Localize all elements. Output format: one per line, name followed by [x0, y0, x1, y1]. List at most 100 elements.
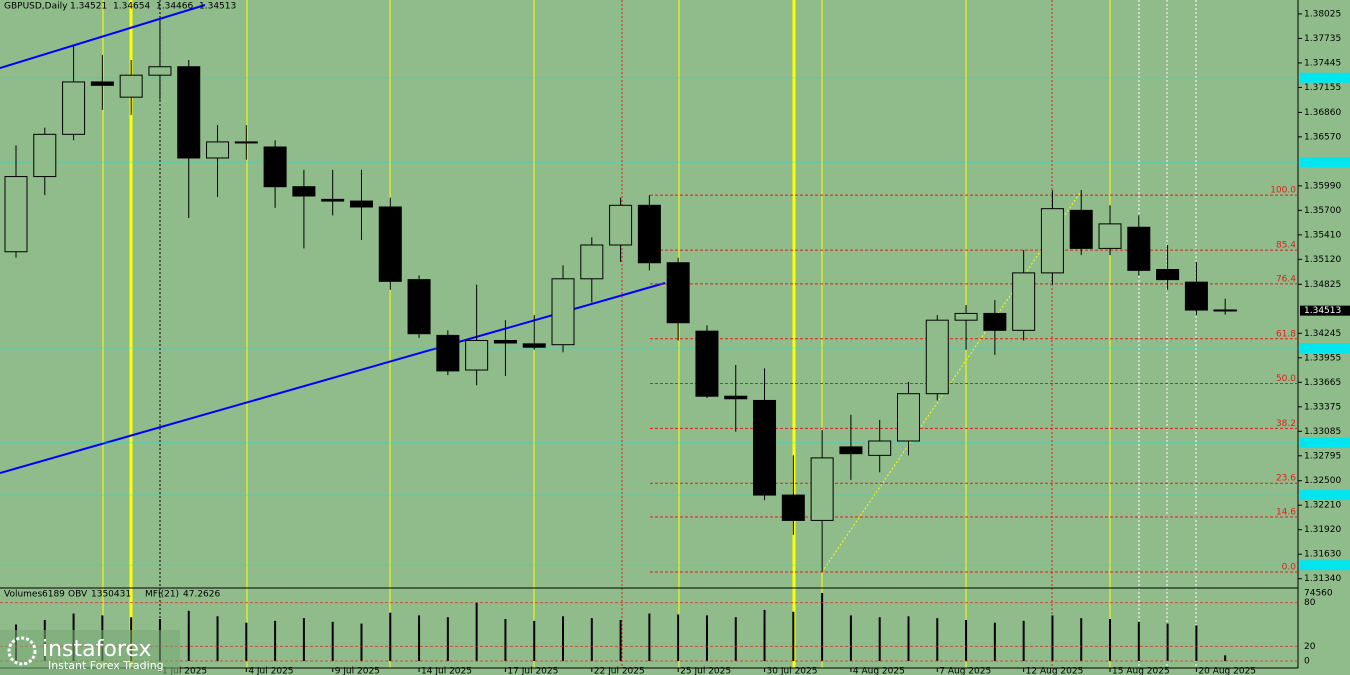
y-tick-label: 1.37735 [1304, 34, 1341, 44]
candle-body [896, 393, 920, 442]
candle-body [90, 81, 114, 86]
candle-body [292, 186, 316, 197]
price-box [1300, 305, 1350, 316]
x-tick-label: 22 Jul 2025 [594, 667, 645, 675]
candle-body [436, 334, 460, 372]
candle-body [1098, 223, 1122, 249]
x-tick-label: 20 Aug 2025 [1198, 667, 1256, 675]
x-tick-label: 25 Jul 2025 [680, 667, 731, 675]
candle-body [781, 494, 805, 521]
price-box-label: 1.34513 [1304, 306, 1341, 316]
candle-body [119, 74, 143, 98]
candle-body [695, 330, 719, 397]
candle-body [522, 343, 546, 348]
mfi-label: MFI(21) [145, 590, 179, 600]
candle-body [4, 176, 28, 253]
candle-body [493, 339, 517, 344]
candle-body [983, 312, 1007, 331]
level-box [1300, 490, 1350, 501]
candle-body [551, 278, 575, 346]
candle-body [62, 81, 86, 135]
fib-label: 61.8 [1276, 329, 1296, 339]
header-open: 1.34521 [70, 2, 107, 12]
candle-body [1069, 209, 1093, 249]
y-tick-label: 1.37445 [1304, 58, 1341, 68]
y-tick-label: 1.32210 [1304, 501, 1341, 511]
candle-body [868, 440, 892, 456]
obv-label: OBV [68, 590, 88, 600]
candle-body [1012, 272, 1036, 331]
candle-body [1156, 269, 1180, 281]
y-tick-label: 1.35120 [1304, 255, 1341, 265]
fib-label: 38.2 [1276, 419, 1296, 429]
candle-body [753, 399, 777, 496]
candle-body [954, 312, 978, 321]
fib-label: 85.4 [1276, 241, 1296, 251]
x-tick-label: 7 Aug 2025 [939, 667, 991, 675]
obv-value: 1350431 [91, 590, 131, 600]
trend-line [0, 4, 206, 69]
layers: 100.0 85.4 76.4 61.8 50.0 38.2 23.6 14.6 0.0 1.38… [0, 9, 1350, 675]
fib-label: 50.0 [1276, 374, 1296, 384]
candle-body [465, 339, 489, 371]
symbol-title: GBPUSD,Daily [4, 2, 68, 12]
x-tick-label: 30 Jul 2025 [767, 667, 818, 675]
fib-label: 14.6 [1276, 508, 1296, 518]
y-tick-label: 1.35700 [1304, 206, 1341, 216]
candle-body [378, 206, 402, 282]
logo-name: instaforex [42, 637, 152, 662]
logo: instaforex Instant Forex Trading [0, 630, 180, 675]
y-tick-label: 1.35410 [1304, 230, 1341, 240]
logo-tagline: Instant Forex Trading [48, 659, 164, 672]
x-tick-label: 4 Jul 2025 [248, 667, 293, 675]
candle-body [321, 198, 345, 202]
y-tick-label: 1.37155 [1304, 83, 1341, 93]
y-tick-label: 1.34825 [1304, 280, 1341, 290]
candle-body [349, 200, 373, 208]
x-tick-label: 1 Jul 2025 [162, 667, 207, 675]
header-high: 1.34654 [113, 2, 150, 12]
candle-body [234, 141, 258, 144]
level-box [1300, 560, 1350, 571]
mfi-value: 47.2626 [183, 590, 220, 600]
candle-body [724, 395, 748, 400]
y-tick-label: 1.33665 [1304, 378, 1341, 388]
y-tick-label: 1.32795 [1304, 451, 1341, 461]
y-tick-label: 1.31630 [1304, 550, 1341, 560]
x-tick-label: 9 Jul 2025 [335, 667, 380, 675]
y-tick-label: 1.38025 [1304, 9, 1341, 19]
vol-tick-label: 74560 [1304, 589, 1333, 599]
candle-body [206, 141, 230, 159]
candle-body [263, 146, 287, 188]
fib-line [821, 192, 1081, 573]
candle-body [1184, 281, 1208, 311]
y-tick-label: 1.34245 [1304, 329, 1341, 339]
fib-label: 0.0 [1282, 562, 1297, 572]
candle-body [810, 457, 834, 521]
candle-body [925, 319, 949, 395]
candle-body [177, 66, 201, 159]
volumes-label: Volumes [4, 590, 42, 600]
candle-body [148, 66, 172, 76]
y-tick-label: 1.33085 [1304, 427, 1341, 437]
level-box [1300, 343, 1350, 354]
y-tick-label: 1.33375 [1304, 402, 1341, 412]
header-close: 1.34513 [199, 2, 236, 12]
x-tick-label: 15 Aug 2025 [1112, 667, 1170, 675]
candle-body [666, 262, 690, 324]
candle-body [609, 204, 633, 246]
fib-label: 23.6 [1276, 474, 1296, 484]
candle-body [839, 446, 863, 455]
level-box [1300, 437, 1350, 448]
fib-label: 100.0 [1270, 186, 1296, 196]
y-tick-label: 1.31920 [1304, 525, 1341, 535]
header-low: 1.34466 [156, 2, 193, 12]
y-tick-label: 1.32500 [1304, 476, 1341, 486]
volumes-value: 6189 [42, 590, 65, 600]
y-tick-label: 1.36570 [1304, 132, 1341, 142]
candle-body [637, 204, 661, 264]
candle-body [1127, 226, 1151, 271]
candle-body [580, 244, 604, 280]
